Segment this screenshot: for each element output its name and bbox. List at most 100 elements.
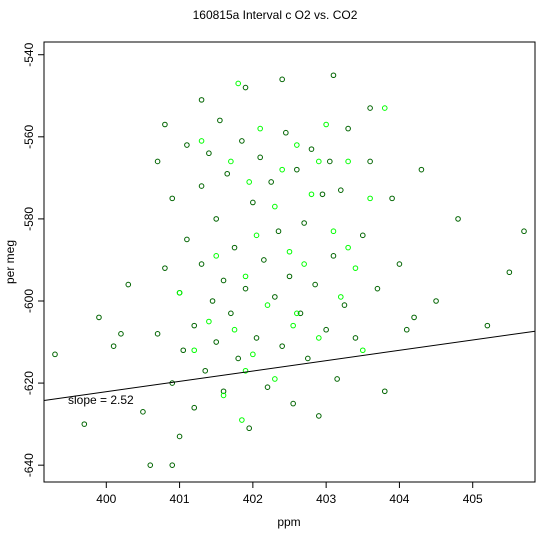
data-point [323,121,329,128]
data-point [198,261,205,267]
data-point [154,158,161,165]
data-point [319,191,326,198]
data-point [286,248,293,255]
data-point [367,105,373,111]
data-point [272,294,278,300]
data-point [345,125,351,132]
data-point [261,257,267,263]
y-tick-label: -620 [22,371,36,395]
data-point [283,129,289,136]
data-point [286,273,293,280]
data-point [184,142,190,148]
data-point [389,195,395,202]
data-point [308,191,315,198]
data-point [198,97,205,103]
data-point [455,216,461,222]
data-point [191,404,198,411]
data-point [250,199,256,206]
data-points [52,72,527,468]
data-point [235,355,242,362]
data-point [242,273,249,280]
data-point [323,326,329,333]
y-axis: -640 -620 -600 -580 -560 -540 [22,42,45,477]
chart-title: 160815a Interval c O2 vs. CO2 [193,8,358,22]
data-point [396,261,403,267]
data-point [213,216,220,222]
data-point [209,298,216,304]
y-tick-label: -580 [22,207,36,231]
plot-frame [43,41,536,483]
x-axis: 400 401 402 403 404 405 [96,481,483,506]
data-point [191,347,198,354]
x-tick-label: 400 [96,492,116,506]
data-point [169,462,176,468]
y-tick-label: -560 [22,124,36,148]
data-point [345,244,351,251]
data-point [231,244,238,251]
data-point [184,236,190,243]
y-tick-label: -540 [22,42,36,66]
data-point [308,146,315,152]
data-point [337,187,344,193]
data-point [180,347,187,354]
data-point [294,142,300,148]
data-point [246,425,252,432]
data-point [242,84,249,91]
data-point [257,125,263,132]
x-axis-label: ppm [277,515,300,529]
data-point [125,281,132,288]
data-point [367,195,373,202]
data-point [290,322,296,329]
data-point [52,351,58,358]
data-point [235,80,242,87]
data-point [110,343,117,349]
data-point [484,322,491,329]
data-point [272,203,278,210]
data-point [169,195,176,202]
data-point [250,351,256,358]
data-point [275,228,282,235]
data-point [330,72,337,79]
x-tick-label: 405 [463,492,483,506]
data-point [191,322,198,329]
data-point [268,179,274,185]
data-point [162,121,168,128]
data-point [206,150,212,157]
data-point [206,318,212,325]
data-point [381,388,388,395]
data-point [140,409,146,415]
x-tick-label: 403 [316,492,336,506]
data-point [246,179,252,185]
data-point [359,347,366,354]
data-point [352,335,359,341]
data-point [81,421,88,427]
data-point [290,400,296,407]
data-point [264,384,271,390]
data-point [220,277,227,284]
data-point [297,310,304,317]
data-point [147,462,154,468]
data-point [367,158,373,165]
data-point [301,261,307,267]
data-point [176,289,183,296]
data-point [213,253,220,259]
data-point [279,343,285,349]
data-point [506,269,513,276]
data-point [316,413,322,419]
data-point [96,314,102,321]
data-point [327,158,333,165]
x-tick-label: 401 [170,492,190,506]
slope-annotation: slope = 2.52 [68,393,134,407]
data-point [330,228,337,235]
data-point [521,228,527,235]
data-point [257,154,263,161]
data-point [242,285,249,292]
data-point [352,265,359,271]
data-point [312,281,318,288]
y-axis-label: per meg [3,240,17,284]
data-point [334,376,340,382]
data-point [330,253,337,259]
data-point [381,105,388,111]
data-point [228,310,234,317]
data-point [239,138,245,144]
